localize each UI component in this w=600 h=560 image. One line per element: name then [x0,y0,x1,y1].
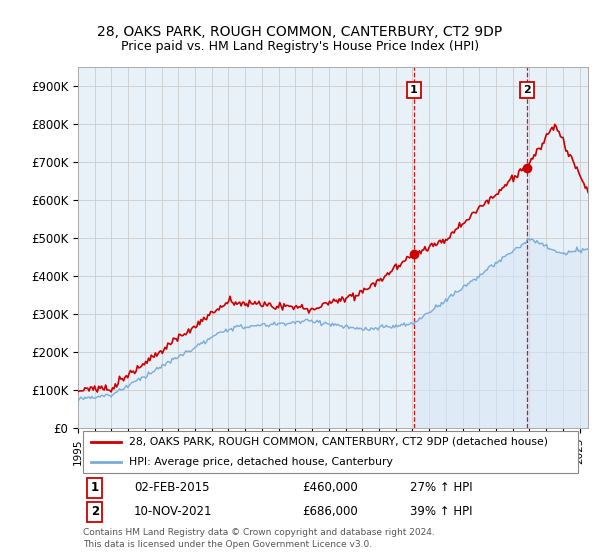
Text: Price paid vs. HM Land Registry's House Price Index (HPI): Price paid vs. HM Land Registry's House … [121,40,479,53]
Text: HPI: Average price, detached house, Canterbury: HPI: Average price, detached house, Cant… [129,458,393,468]
Text: £686,000: £686,000 [302,505,358,519]
Text: 1: 1 [91,481,99,494]
Text: 2: 2 [523,85,531,95]
Text: 2: 2 [91,505,99,519]
Text: Contains HM Land Registry data © Crown copyright and database right 2024.: Contains HM Land Registry data © Crown c… [83,528,435,536]
Text: 28, OAKS PARK, ROUGH COMMON, CANTERBURY, CT2 9DP: 28, OAKS PARK, ROUGH COMMON, CANTERBURY,… [97,25,503,39]
Text: 27% ↑ HPI: 27% ↑ HPI [409,481,472,494]
Text: This data is licensed under the Open Government Licence v3.0.: This data is licensed under the Open Gov… [83,540,372,549]
Text: £460,000: £460,000 [302,481,358,494]
Text: 10-NOV-2021: 10-NOV-2021 [134,505,212,519]
Text: 28, OAKS PARK, ROUGH COMMON, CANTERBURY, CT2 9DP (detached house): 28, OAKS PARK, ROUGH COMMON, CANTERBURY,… [129,437,548,447]
Text: 1: 1 [410,85,418,95]
Text: 39% ↑ HPI: 39% ↑ HPI [409,505,472,519]
Text: 02-FEB-2015: 02-FEB-2015 [134,481,209,494]
